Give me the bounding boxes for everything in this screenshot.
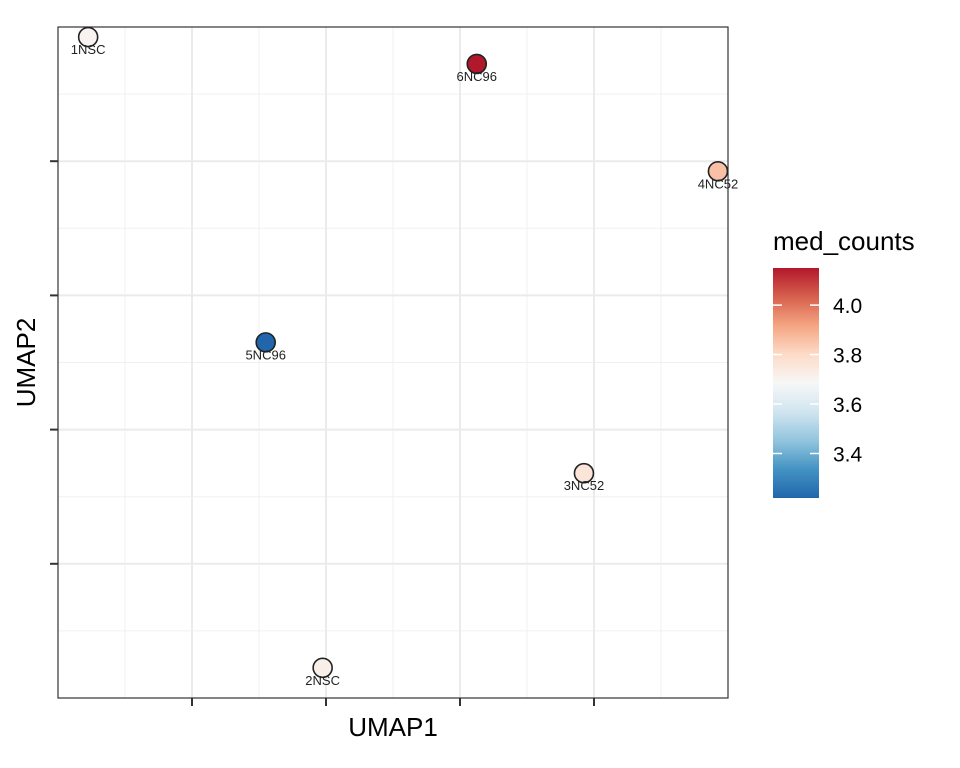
grid-lines — [58, 27, 728, 698]
y-axis-title: UMAP2 — [11, 318, 41, 408]
point-label: 5NC96 — [245, 347, 285, 362]
colorbar-tick-label: 3.8 — [833, 345, 862, 368]
point-marker — [312, 657, 333, 679]
point-label: 1NSC — [71, 42, 106, 57]
data-point-4NC52: 4NC52 — [698, 160, 738, 191]
data-point-6NC96: 6NC96 — [457, 53, 497, 84]
colorbar-tick-label: 4.0 — [833, 295, 862, 318]
legend-title: med_counts — [773, 226, 915, 256]
data-point-3NC52: 3NC52 — [564, 462, 604, 493]
point-marker — [77, 26, 99, 48]
point-label: 3NC52 — [564, 478, 604, 493]
colorbar-tick-label: 3.4 — [833, 443, 863, 466]
point-marker — [707, 160, 729, 182]
point-label: 4NC52 — [698, 176, 738, 191]
axis-ticks — [50, 160, 595, 706]
color-legend: med_counts 3.4 3.6 3.8 4.0 — [773, 226, 915, 498]
plot-panel-border — [57, 26, 729, 699]
data-point-5NC96: 5NC96 — [245, 332, 286, 362]
colorbar — [773, 268, 819, 498]
point-label: 6NC96 — [457, 69, 497, 84]
data-point-1NSC: 1NSC — [71, 26, 106, 57]
point-marker — [573, 462, 595, 484]
point-label: 2NSC — [305, 673, 340, 688]
colorbar-ticks: 3.4 3.6 3.8 4.0 — [773, 295, 863, 466]
x-axis-title: UMAP1 — [348, 712, 438, 742]
point-marker — [255, 332, 277, 353]
data-points: 1NSC 6NC96 4NC52 5NC96 3NC52 2NSC — [71, 26, 738, 688]
colorbar-tick-label: 3.6 — [833, 394, 862, 417]
data-point-2NSC: 2NSC — [305, 657, 340, 688]
point-marker — [466, 53, 488, 75]
